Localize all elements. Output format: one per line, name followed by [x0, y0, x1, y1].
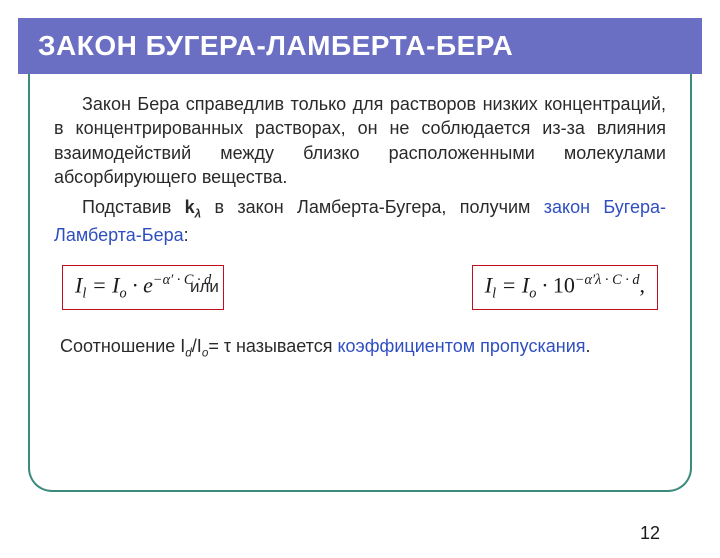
- f2-eq: =: [496, 272, 522, 297]
- or-label: или: [190, 277, 219, 297]
- page-number: 12: [640, 523, 660, 544]
- f1-Io: I: [112, 272, 119, 297]
- formula-row: Il = Io · e−α′ · C · d или Il = Io · 10−…: [62, 265, 658, 310]
- formula-2: Il = Io · 10−α′λ · C · d,: [472, 265, 658, 310]
- f2-exp: −α′λ · C · d: [575, 272, 640, 288]
- ratio-eq: = τ называется: [208, 336, 337, 356]
- f2-I: I: [485, 272, 492, 297]
- ratio-term: коэффициентом пропускания: [337, 336, 585, 356]
- f1-e: e: [143, 272, 153, 297]
- f1-dot: ·: [127, 272, 144, 297]
- para2-text-b: в закон Ламберта-Бугера, получим: [201, 197, 544, 217]
- para2-k: k: [185, 197, 195, 217]
- paragraph-2: Подставив kλ в закон Ламберта-Бугера, по…: [54, 195, 666, 247]
- para2-text-a: Подставив: [82, 197, 185, 217]
- f1-o: o: [120, 286, 127, 302]
- ratio-slash: /I: [192, 336, 202, 356]
- paragraph-1: Закон Бера справедлив только для раствор…: [54, 92, 666, 189]
- content-frame: Закон Бера справедлив только для раствор…: [28, 74, 692, 492]
- f2-dot: ·: [536, 272, 553, 297]
- ratio-line: Соотношение Id/Io= τ называется коэффици…: [54, 334, 666, 361]
- slide-title: ЗАКОН БУГЕРА-ЛАМБЕРТА-БЕРА: [18, 18, 702, 74]
- f1-eq: =: [86, 272, 112, 297]
- f2-base: 10: [553, 272, 575, 297]
- ratio-a: Соотношение I: [60, 336, 185, 356]
- ratio-dot: .: [586, 336, 591, 356]
- f2-comma: ,: [640, 272, 646, 297]
- para2-colon: :: [184, 225, 189, 245]
